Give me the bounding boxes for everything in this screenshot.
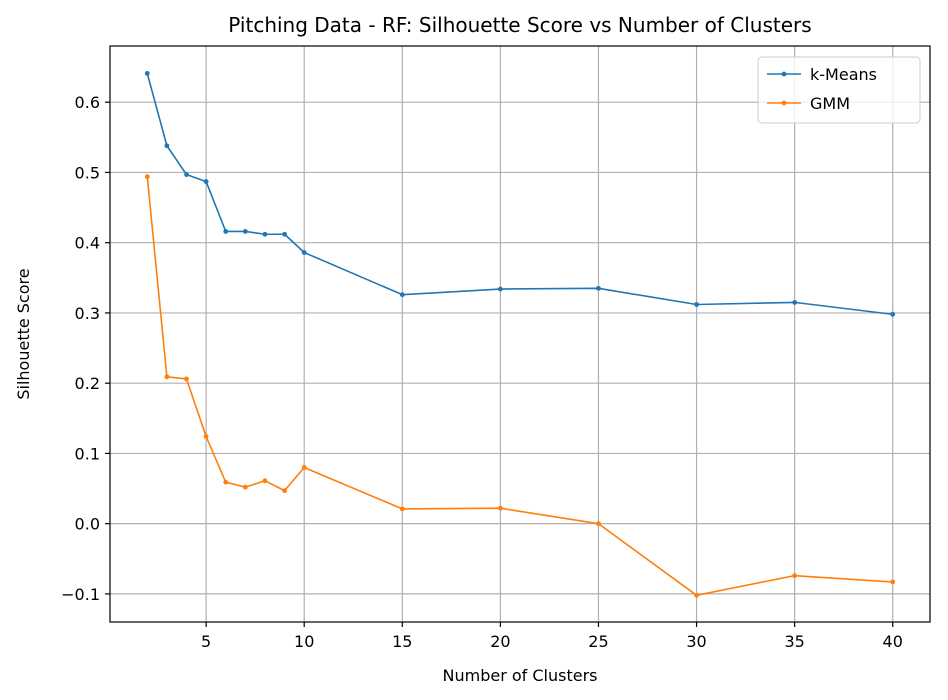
data-point-k-means: [184, 172, 189, 177]
data-point-gmm: [302, 465, 307, 470]
data-point-gmm: [792, 573, 797, 578]
data-point-k-means: [263, 232, 268, 237]
legend-marker: [782, 72, 787, 77]
data-point-gmm: [498, 506, 503, 511]
y-tick-label: 0.3: [75, 304, 100, 323]
y-tick-label: 0.5: [75, 163, 100, 182]
legend-label: k-Means: [810, 65, 877, 84]
data-point-k-means: [596, 286, 601, 291]
x-tick-label: 10: [294, 632, 314, 651]
y-axis-label: Silhouette Score: [14, 268, 33, 399]
x-tick-label: 30: [686, 632, 706, 651]
data-point-k-means: [243, 229, 248, 234]
x-axis-label: Number of Clusters: [443, 666, 598, 685]
data-point-k-means: [890, 312, 895, 317]
data-point-k-means: [694, 302, 699, 307]
data-point-gmm: [223, 480, 228, 485]
x-tick-label: 5: [201, 632, 211, 651]
x-tick-label: 20: [490, 632, 510, 651]
data-point-k-means: [204, 179, 209, 184]
x-tick-label: 15: [392, 632, 412, 651]
data-point-gmm: [184, 377, 189, 382]
data-point-k-means: [792, 300, 797, 305]
y-tick-label: −0.1: [61, 585, 100, 604]
y-tick-label: 0.0: [75, 515, 100, 534]
legend-label: GMM: [810, 94, 850, 113]
data-point-k-means: [400, 292, 405, 297]
x-tick-label: 40: [883, 632, 903, 651]
x-tick-label: 35: [784, 632, 804, 651]
y-tick-label: 0.1: [75, 444, 100, 463]
y-tick-label: 0.6: [75, 93, 100, 112]
data-point-gmm: [282, 488, 287, 493]
data-point-gmm: [263, 478, 268, 483]
data-point-gmm: [890, 580, 895, 585]
data-point-gmm: [243, 485, 248, 490]
data-point-k-means: [145, 71, 150, 76]
data-point-gmm: [145, 174, 150, 179]
x-tick-label: 25: [588, 632, 608, 651]
data-point-k-means: [223, 229, 228, 234]
legend-marker: [782, 101, 787, 106]
data-point-k-means: [282, 232, 287, 237]
data-point-gmm: [204, 434, 209, 439]
data-point-gmm: [400, 507, 405, 512]
data-point-gmm: [694, 593, 699, 598]
data-point-gmm: [596, 521, 601, 526]
data-point-k-means: [302, 250, 307, 255]
y-tick-label: 0.2: [75, 374, 100, 393]
y-tick-label: 0.4: [75, 234, 100, 253]
data-point-k-means: [164, 143, 169, 148]
chart-title: Pitching Data - RF: Silhouette Score vs …: [228, 13, 811, 37]
legend: k-Means GMM: [758, 57, 920, 123]
data-point-k-means: [498, 287, 503, 292]
data-point-gmm: [164, 374, 169, 379]
